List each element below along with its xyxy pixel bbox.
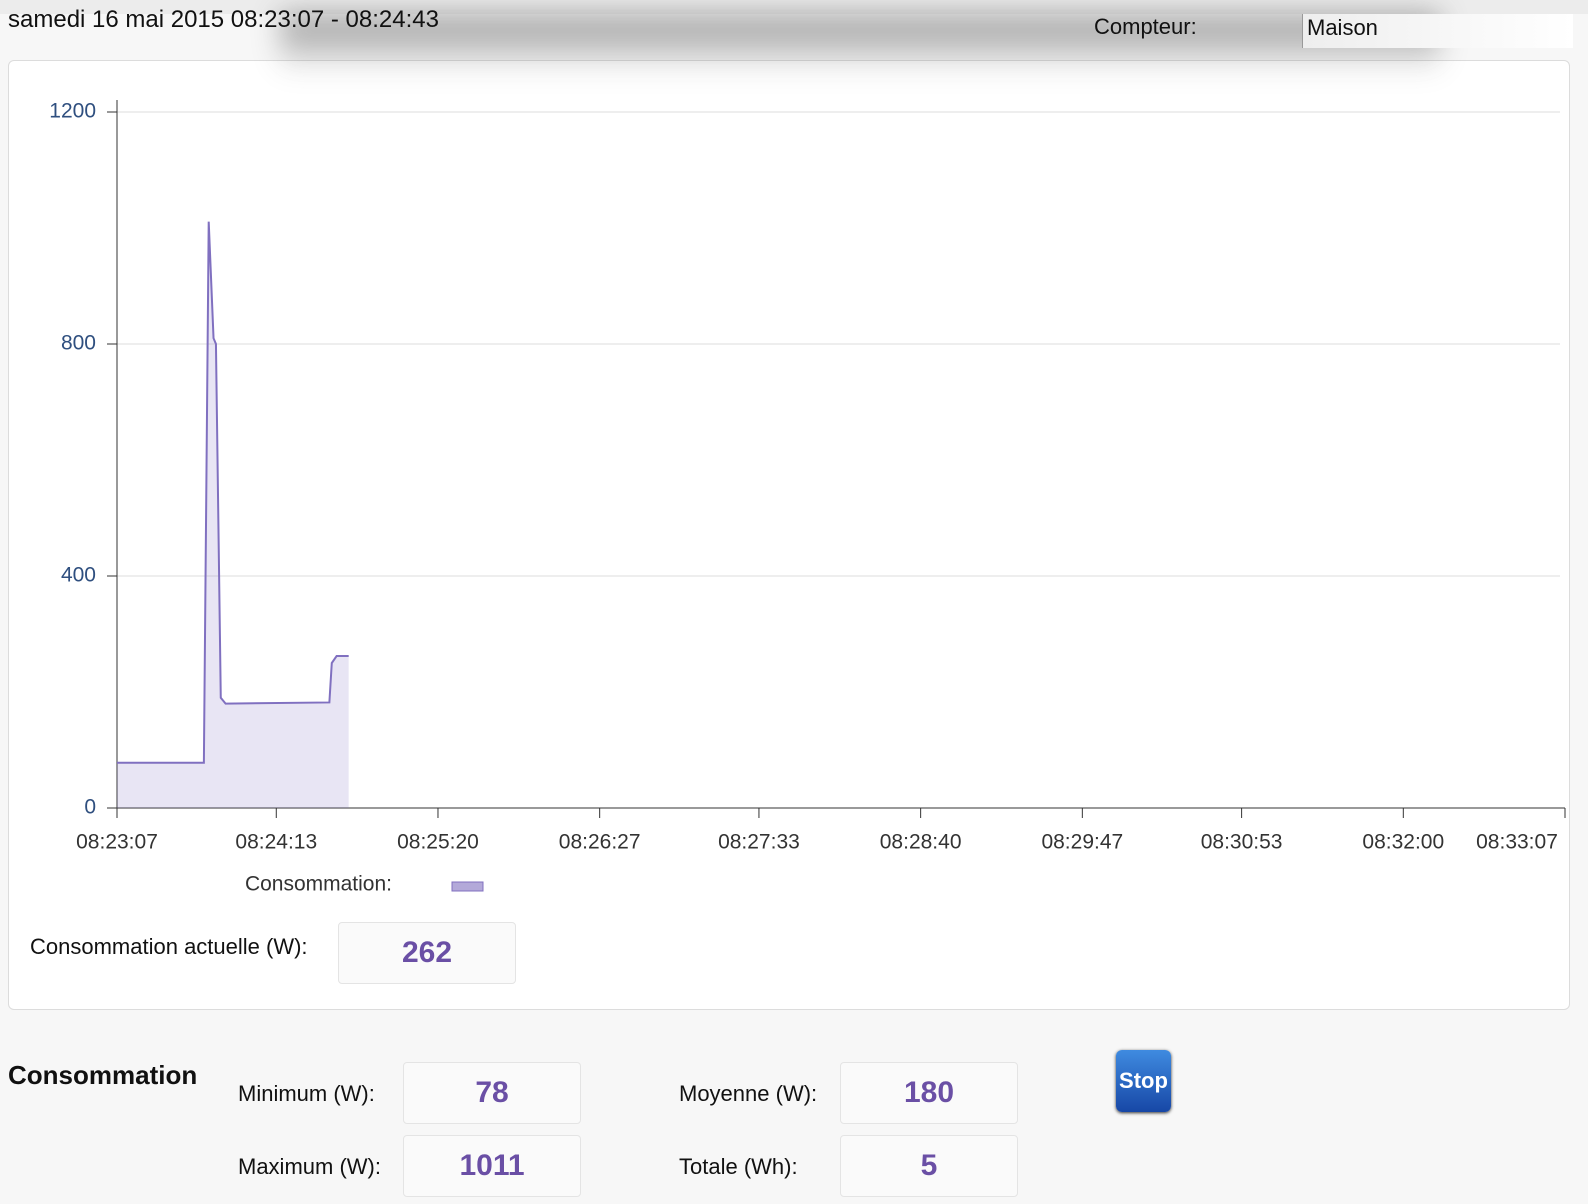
- x-tick-label: 08:27:33: [718, 831, 800, 854]
- stat-label: Totale (Wh):: [679, 1154, 798, 1179]
- current-value: 262: [338, 922, 516, 984]
- legend-swatch: [451, 881, 484, 892]
- y-tick-label: 0: [84, 796, 96, 819]
- series-line: [117, 221, 349, 764]
- stat-value: 5: [840, 1135, 1018, 1197]
- y-tick-label: 1200: [49, 100, 96, 123]
- x-tick-label: 08:29:47: [1041, 831, 1123, 854]
- stat-value: 1011: [403, 1135, 581, 1197]
- area-fill: [117, 221, 349, 808]
- y-tick-label: 400: [61, 564, 96, 587]
- x-tick-label: 08:24:13: [235, 831, 317, 854]
- chart-panel: [8, 60, 1570, 1010]
- x-tick-label: 08:23:07: [76, 831, 158, 854]
- meter-select[interactable]: Maison: [1302, 14, 1573, 48]
- x-tick-label: 08:30:53: [1201, 831, 1283, 854]
- header-title: samedi 16 mai 2015 08:23:07 - 08:24:43: [8, 6, 439, 33]
- stat-label: Maximum (W):: [238, 1154, 381, 1179]
- legend-label: Consommation:: [245, 873, 392, 896]
- meter-label: Compteur:: [1094, 14, 1197, 39]
- x-tick-label: 08:25:20: [397, 831, 479, 854]
- x-tick-label: 08:32:00: [1362, 831, 1444, 854]
- current-label: Consommation actuelle (W):: [30, 934, 308, 959]
- stat-label: Moyenne (W):: [679, 1081, 818, 1106]
- stats-title: Consommation: [8, 1060, 198, 1090]
- shadow: [280, 14, 1440, 74]
- x-tick-label: 08:28:40: [880, 831, 962, 854]
- stop-button[interactable]: Stop: [1116, 1050, 1171, 1112]
- stat-value: 78: [403, 1062, 581, 1124]
- y-tick-label: 800: [61, 332, 96, 355]
- top-bar: [0, 0, 1588, 14]
- x-tick-label: 08:26:27: [559, 831, 641, 854]
- stat-value: 180: [840, 1062, 1018, 1124]
- chart: 0 400 800 1200 08:23:07 08:24:13 08:25:20 08:26…: [49, 100, 1566, 896]
- stat-label: Minimum (W):: [238, 1081, 375, 1106]
- x-tick-label: 08:33:07: [1476, 831, 1558, 854]
